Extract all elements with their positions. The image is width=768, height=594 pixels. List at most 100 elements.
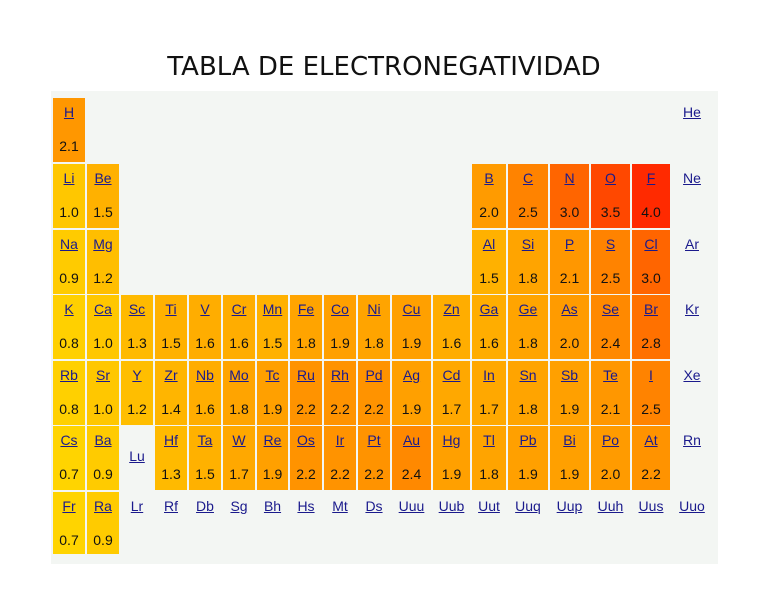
element-link-uub[interactable]: Uub [438,498,465,514]
element-link-al[interactable]: Al [482,236,496,252]
element-link-cu[interactable]: Cu [402,301,421,317]
element-link-sc[interactable]: Sc [128,301,146,317]
element-link-ne[interactable]: Ne [683,170,701,186]
element-link-cd[interactable]: Cd [442,367,461,383]
electronegativity-value: 1.5 [195,466,215,482]
element-link-ti[interactable]: Ti [165,301,177,317]
element-link-sn[interactable]: Sn [519,367,537,383]
element-link-uus[interactable]: Uus [638,498,664,514]
element-link-lr[interactable]: Lr [130,498,144,514]
element-link-b[interactable]: B [484,170,494,186]
electronegativity-value: 1.8 [518,270,538,286]
element-link-nb[interactable]: Nb [196,367,214,383]
element-link-ni[interactable]: Ni [367,301,381,317]
element-link-re[interactable]: Re [263,432,282,448]
element-link-pb[interactable]: Pb [519,432,537,448]
element-link-hs[interactable]: Hs [297,498,315,514]
element-link-ge[interactable]: Ge [518,301,538,317]
element-link-p[interactable]: P [564,236,575,252]
element-cell-hs: Hs [290,492,322,554]
element-link-pt[interactable]: Pt [367,432,381,448]
element-link-ta[interactable]: Ta [197,432,213,448]
element-link-he[interactable]: He [683,104,701,120]
element-link-y[interactable]: Y [132,367,142,383]
element-link-rh[interactable]: Rh [331,367,349,383]
element-link-br[interactable]: Br [644,301,658,317]
element-link-s[interactable]: S [605,236,616,252]
element-link-po[interactable]: Po [601,432,620,448]
element-link-uup[interactable]: Uup [556,498,583,514]
element-link-k[interactable]: K [64,301,74,317]
element-link-tl[interactable]: Tl [483,432,495,448]
element-link-zn[interactable]: Zn [443,301,460,317]
element-link-ga[interactable]: Ga [479,301,499,317]
element-link-o[interactable]: O [605,170,616,186]
element-link-ag[interactable]: Ag [402,367,421,383]
element-link-hg[interactable]: Hg [442,432,461,448]
element-link-au[interactable]: Au [402,432,421,448]
element-link-c[interactable]: C [522,170,534,186]
element-link-cr[interactable]: Cr [231,301,247,317]
element-link-as[interactable]: As [561,301,578,317]
element-link-ba[interactable]: Ba [94,432,112,448]
element-link-bi[interactable]: Bi [563,432,576,448]
element-link-rb[interactable]: Rb [60,367,78,383]
element-link-rf[interactable]: Rf [164,498,178,514]
element-link-se[interactable]: Se [601,301,620,317]
element-link-uuo[interactable]: Uuo [679,498,705,514]
element-link-fe[interactable]: Fe [297,301,315,317]
element-link-mo[interactable]: Mo [229,367,249,383]
electronegativity-value: 2.2 [364,466,384,482]
element-link-in[interactable]: In [483,367,495,383]
element-link-v[interactable]: V [200,301,210,317]
element-link-lu[interactable]: Lu [129,448,145,464]
element-link-sg[interactable]: Sg [230,498,248,514]
element-link-si[interactable]: Si [521,236,535,252]
element-link-fr[interactable]: Fr [62,498,76,514]
element-link-uut[interactable]: Uut [478,498,500,514]
element-link-ru[interactable]: Ru [297,367,315,383]
element-link-mt[interactable]: Mt [332,498,348,514]
element-link-w[interactable]: W [232,432,246,448]
element-link-uuq[interactable]: Uuq [515,498,541,514]
element-link-sr[interactable]: Sr [96,367,110,383]
element-link-bh[interactable]: Bh [263,498,282,514]
element-link-cs[interactable]: Cs [60,432,78,448]
element-link-pd[interactable]: Pd [365,367,383,383]
element-link-at[interactable]: At [644,432,658,448]
element-link-i[interactable]: I [649,367,653,383]
element-link-ca[interactable]: Ca [94,301,112,317]
element-link-cl[interactable]: Cl [644,236,658,252]
element-link-h[interactable]: H [63,104,75,120]
element-link-db[interactable]: Db [196,498,214,514]
element-link-ir[interactable]: Ir [335,432,345,448]
element-link-f[interactable]: F [646,170,656,186]
electronegativity-value: 1.0 [93,401,113,417]
element-link-mn[interactable]: Mn [262,301,283,317]
element-link-uuh[interactable]: Uuh [597,498,624,514]
element-link-ar[interactable]: Ar [685,236,699,252]
element-link-ra[interactable]: Ra [94,498,112,514]
electronegativity-value: 1.6 [229,335,249,351]
element-link-ds[interactable]: Ds [365,498,383,514]
element-link-xe[interactable]: Xe [683,367,701,383]
element-link-uuu[interactable]: Uuu [398,498,425,514]
element-link-mg[interactable]: Mg [93,236,113,252]
element-link-sb[interactable]: Sb [560,367,579,383]
element-link-hf[interactable]: Hf [164,432,178,448]
element-link-rn[interactable]: Rn [683,432,701,448]
element-link-li[interactable]: Li [63,170,75,186]
element-link-te[interactable]: Te [603,367,618,383]
element-link-tc[interactable]: Tc [265,367,280,383]
element-link-os[interactable]: Os [297,432,315,448]
element-link-co[interactable]: Co [331,301,349,317]
element-link-na[interactable]: Na [60,236,78,252]
element-cell-ds: Ds [358,492,390,554]
element-link-zr[interactable]: Zr [164,367,178,383]
element-link-n[interactable]: N [564,170,575,186]
element-link-be[interactable]: Be [94,170,112,186]
electronegativity-value: 0.8 [59,335,79,351]
element-link-kr[interactable]: Kr [685,301,699,317]
electronegativity-value: 2.1 [559,270,580,286]
element-cell-zr: Zr 1.4 [155,361,187,425]
